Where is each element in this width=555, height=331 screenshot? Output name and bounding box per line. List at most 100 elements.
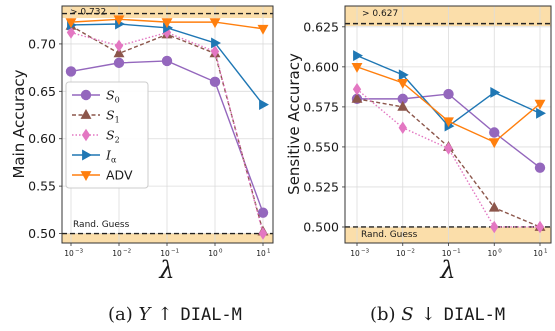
plot-a-top-band bbox=[62, 6, 273, 18]
series-marker bbox=[534, 99, 546, 110]
series-marker bbox=[488, 201, 500, 212]
y-tick-label: 0.550 bbox=[303, 139, 339, 154]
plot-a-y-axis-label: Main Accuracy bbox=[10, 69, 28, 178]
series-marker bbox=[209, 76, 221, 88]
y-tick-label: 0.70 bbox=[28, 36, 56, 51]
series-marker bbox=[353, 50, 363, 62]
x-tick-exponent: 0 bbox=[498, 249, 502, 255]
series-marker bbox=[397, 78, 409, 89]
x-tick-exponent: −1 bbox=[453, 249, 461, 255]
x-tick-exponent: −3 bbox=[75, 249, 84, 255]
series-marker bbox=[443, 117, 454, 128]
y-tick-label: 0.575 bbox=[303, 99, 339, 114]
x-tick-exponent: −2 bbox=[123, 249, 131, 255]
caption-a-prefix: (a) bbox=[108, 304, 139, 325]
series-marker bbox=[398, 121, 407, 134]
series-marker bbox=[535, 220, 545, 234]
y-tick-label: 0.50 bbox=[28, 226, 56, 241]
series-marker bbox=[351, 62, 363, 73]
plot-b-x-axis-label: λ bbox=[439, 256, 455, 284]
series-marker bbox=[114, 39, 124, 53]
plot-b-x-ticks: 10 −3 10 −2 10 −1 10 0 10 1 bbox=[350, 243, 548, 258]
legend-marker bbox=[81, 128, 91, 142]
series-marker bbox=[259, 99, 269, 111]
series-marker bbox=[490, 87, 501, 98]
plot-a-bottom-band bbox=[62, 233, 273, 243]
caption-a-method: DIAL-M bbox=[180, 305, 241, 325]
x-tick-exponent: 1 bbox=[267, 249, 271, 255]
plot-b-top-band-label: > 0.627 bbox=[362, 9, 398, 19]
caption-b-prefix: (b) bbox=[370, 304, 401, 325]
legend-label-subscript: 2 bbox=[115, 136, 120, 145]
series-line bbox=[356, 88, 540, 228]
series-marker bbox=[351, 92, 363, 103]
x-tick-label: 10 bbox=[533, 249, 543, 258]
x-tick-label: 10 bbox=[350, 249, 360, 258]
plot-a-frame bbox=[61, 5, 274, 244]
series-marker bbox=[258, 227, 268, 240]
x-tick-exponent: 0 bbox=[219, 249, 223, 255]
series-marker bbox=[352, 83, 362, 96]
caption-b-arrow: ↓ bbox=[421, 304, 436, 325]
series-marker bbox=[534, 162, 546, 173]
plot-b-series bbox=[351, 50, 546, 234]
plot-b-y-axis-label: Sensitive Accuracy bbox=[285, 53, 303, 195]
series-marker bbox=[397, 93, 408, 105]
svg-text:(b) S ↓ DIA: (b) S ↓ DIAL-M bbox=[370, 304, 505, 325]
plot-a-x-ticks: 10 −3 10 −2 10 −1 10 0 10 1 bbox=[64, 243, 271, 258]
series-line bbox=[70, 31, 264, 234]
y-tick-label: 0.625 bbox=[303, 19, 339, 34]
plot-b-y-ticks: 0.500 0.525 0.550 0.575 0.600 0.625 bbox=[303, 19, 345, 234]
panel-b: > 0.627 Rand. Guess 0.500 0.525 0.550 0.575… bbox=[285, 5, 552, 284]
series-marker bbox=[113, 57, 125, 69]
series-marker bbox=[398, 69, 409, 81]
svg-text:(a) Y ↑ DIA: (a) Y ↑ DIAL-M bbox=[108, 304, 242, 325]
x-tick-exponent: −1 bbox=[171, 249, 179, 255]
y-tick-label: 0.55 bbox=[28, 179, 56, 194]
y-tick-label: 0.500 bbox=[303, 219, 339, 234]
legend-label-subscript: 0 bbox=[115, 96, 120, 105]
series-marker bbox=[113, 15, 125, 26]
series-marker bbox=[490, 220, 499, 234]
series-marker bbox=[211, 37, 221, 49]
x-tick-label: 10 bbox=[64, 249, 74, 258]
x-tick-exponent: 1 bbox=[544, 249, 548, 255]
legend-marker bbox=[82, 149, 92, 161]
plot-b-bottom-band bbox=[345, 227, 551, 243]
caption-a-variable: Y bbox=[139, 304, 153, 325]
caption-b-method: DIAL-M bbox=[444, 305, 505, 325]
legend-marker bbox=[80, 109, 92, 119]
x-tick-label: 10 bbox=[487, 249, 497, 258]
series-marker bbox=[488, 138, 500, 149]
plot-a-y-ticks: 0.50 0.55 0.60 0.65 0.70 bbox=[28, 36, 62, 241]
legend-marker bbox=[80, 171, 92, 181]
series-marker bbox=[161, 18, 173, 29]
plot-b-top-band bbox=[345, 6, 551, 26]
legend-label-subscript: 1 bbox=[115, 116, 120, 125]
x-tick-label: 10 bbox=[256, 249, 266, 258]
legend-label: ADV bbox=[106, 168, 133, 183]
y-tick-label: 0.600 bbox=[303, 59, 339, 74]
series-marker bbox=[536, 107, 546, 119]
y-tick-label: 0.65 bbox=[28, 84, 56, 99]
caption-b-variable: S bbox=[401, 304, 413, 325]
series-marker bbox=[209, 18, 221, 29]
x-tick-label: 10 bbox=[208, 249, 218, 258]
x-tick-label: 10 bbox=[396, 249, 406, 258]
series-marker bbox=[66, 26, 76, 39]
legend-label: Iα bbox=[105, 148, 117, 165]
series-marker bbox=[489, 127, 500, 138]
series-marker bbox=[210, 45, 220, 58]
series-marker bbox=[257, 24, 269, 35]
caption-a-arrow: ↑ bbox=[157, 304, 172, 325]
legend-marker bbox=[80, 89, 92, 101]
x-tick-label: 10 bbox=[160, 249, 170, 258]
series-marker bbox=[397, 100, 409, 111]
x-tick-exponent: −3 bbox=[361, 249, 370, 255]
legend-box bbox=[65, 81, 149, 189]
x-tick-exponent: −2 bbox=[407, 249, 415, 255]
panel-a: > 0.732 Rand. Guess 0.50 0.55 0.60 0.65 0.70… bbox=[10, 5, 274, 284]
series-marker bbox=[161, 55, 173, 67]
